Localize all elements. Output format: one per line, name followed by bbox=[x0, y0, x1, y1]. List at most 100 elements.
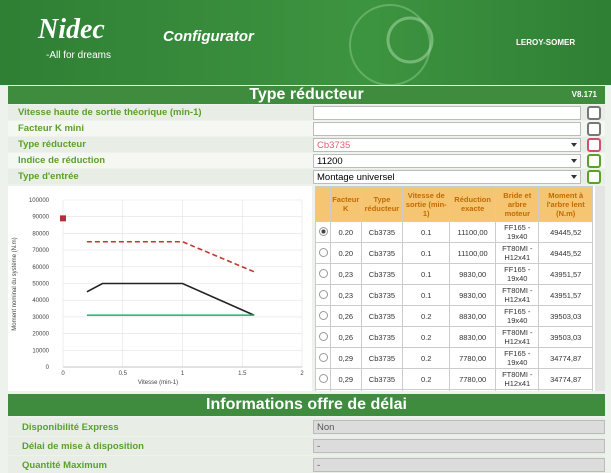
y-tick-label: 50000 bbox=[32, 282, 49, 288]
radio[interactable] bbox=[319, 311, 328, 320]
table-cell: 34774,87 bbox=[539, 348, 593, 369]
table-cell: 0.2 bbox=[403, 348, 450, 369]
field-input[interactable] bbox=[313, 122, 581, 136]
y-tick-label: 100000 bbox=[29, 198, 50, 204]
table-cell: 0,26 bbox=[331, 327, 362, 348]
table-cell: Cb3735 bbox=[361, 306, 403, 327]
x-axis-label: Vitesse (min-1) bbox=[138, 380, 178, 386]
table-cell: 0.20 bbox=[331, 222, 362, 243]
header-cell: Réduction exacte bbox=[450, 187, 496, 222]
radio[interactable] bbox=[319, 269, 328, 278]
radio-cell bbox=[316, 369, 331, 390]
y-tick-label: 20000 bbox=[32, 332, 49, 338]
table-cell: FT80MI - H12x41 bbox=[496, 243, 539, 264]
x-tick-label: 1.5 bbox=[238, 371, 247, 377]
series-line bbox=[87, 284, 254, 316]
chart: Vitesse (min-1) Moment nominal du systèm… bbox=[8, 186, 312, 391]
info-label: Délai de mise à disposition bbox=[22, 441, 144, 452]
radio[interactable] bbox=[319, 290, 328, 299]
table-cell: 0.1 bbox=[403, 285, 450, 306]
table-cell: 43951,57 bbox=[539, 285, 593, 306]
table-cell: FF165 - 19x40 bbox=[496, 222, 539, 243]
table-cell: 7780,00 bbox=[450, 369, 496, 390]
table-cell: Cb3735 bbox=[361, 369, 403, 390]
info-value-text: - bbox=[317, 460, 320, 471]
app-name: Configurator bbox=[163, 28, 254, 45]
x-tick-label: 1 bbox=[181, 371, 185, 377]
table-cell: 39503,03 bbox=[539, 327, 593, 348]
logo: Nidec bbox=[38, 14, 105, 46]
screen: Nidec -All for dreams Configurator LEROY… bbox=[0, 0, 611, 473]
field-label: Type d'entrée bbox=[18, 171, 79, 182]
field-icon[interactable] bbox=[587, 106, 601, 120]
radio-cell bbox=[316, 390, 331, 392]
table-cell: 49445,52 bbox=[539, 243, 593, 264]
table-cell: 0,29 bbox=[331, 369, 362, 390]
field-input[interactable] bbox=[313, 106, 581, 120]
table-cell: 0.2 bbox=[403, 369, 450, 390]
field-icon[interactable] bbox=[587, 122, 601, 136]
section-title: Informations offre de délai bbox=[206, 396, 407, 413]
y-tick-label: 80000 bbox=[32, 231, 49, 237]
field-label: Facteur K mini bbox=[18, 123, 84, 134]
y-tick-label: 40000 bbox=[32, 298, 49, 304]
table-cell: Cb3735 bbox=[361, 285, 403, 306]
field-value: Cb3735 bbox=[317, 140, 350, 151]
table-cell: Cb3735 bbox=[361, 264, 403, 285]
section-bar: Type réducteur V8.171 bbox=[8, 86, 605, 104]
radio[interactable] bbox=[319, 332, 328, 341]
table-cell: 0,23 bbox=[331, 264, 362, 285]
scrollbar[interactable] bbox=[595, 186, 605, 391]
table-cell: 0.2 bbox=[403, 327, 450, 348]
info-value: - bbox=[313, 439, 605, 453]
header-cell: Type réducteur bbox=[361, 187, 403, 222]
y-tick-label: 60000 bbox=[32, 265, 49, 271]
dropdown-arrow[interactable] bbox=[571, 175, 577, 182]
radio[interactable] bbox=[319, 227, 328, 236]
field-input[interactable]: Montage universel bbox=[313, 170, 581, 184]
radio-cell bbox=[316, 285, 331, 306]
section-bar: Informations offre de délai bbox=[8, 394, 605, 416]
info-value-text: Non bbox=[317, 422, 334, 433]
field-icon[interactable] bbox=[587, 170, 601, 184]
radio[interactable] bbox=[319, 374, 328, 383]
info-value: - bbox=[313, 458, 605, 472]
field-icon[interactable] bbox=[587, 138, 601, 152]
version: V8.171 bbox=[572, 86, 597, 104]
dropdown-arrow[interactable] bbox=[571, 159, 577, 166]
field-input[interactable]: 11200 bbox=[313, 154, 581, 168]
y-tick-label: 90000 bbox=[32, 215, 49, 221]
y-tick-label: 30000 bbox=[32, 315, 49, 321]
brand: LEROY-SOMER bbox=[516, 38, 575, 47]
table-cell: 49445,52 bbox=[539, 222, 593, 243]
radio[interactable] bbox=[319, 353, 328, 362]
table-cell: FT80MI - H12x41 bbox=[496, 285, 539, 306]
table-cell: 9830,00 bbox=[450, 285, 496, 306]
radio-cell bbox=[316, 327, 331, 348]
y-axis-label: Moment nominal du système (N.m) bbox=[12, 237, 18, 330]
section-title: Type réducteur bbox=[249, 86, 363, 103]
x-tick-label: 0.5 bbox=[119, 371, 128, 377]
field-label: Type réducteur bbox=[18, 139, 86, 150]
radio[interactable] bbox=[319, 248, 328, 257]
table-cell: 0,29 bbox=[331, 348, 362, 369]
radio-cell bbox=[316, 306, 331, 327]
y-tick-label: 0 bbox=[46, 365, 50, 371]
header-cell: Facteur K bbox=[331, 187, 362, 222]
dropdown-arrow[interactable] bbox=[571, 143, 577, 150]
table-cell: 39503,03 bbox=[539, 306, 593, 327]
field-value: 11200 bbox=[317, 156, 343, 167]
field-input[interactable]: Cb3735 bbox=[313, 138, 581, 152]
field-icon[interactable] bbox=[587, 154, 601, 168]
